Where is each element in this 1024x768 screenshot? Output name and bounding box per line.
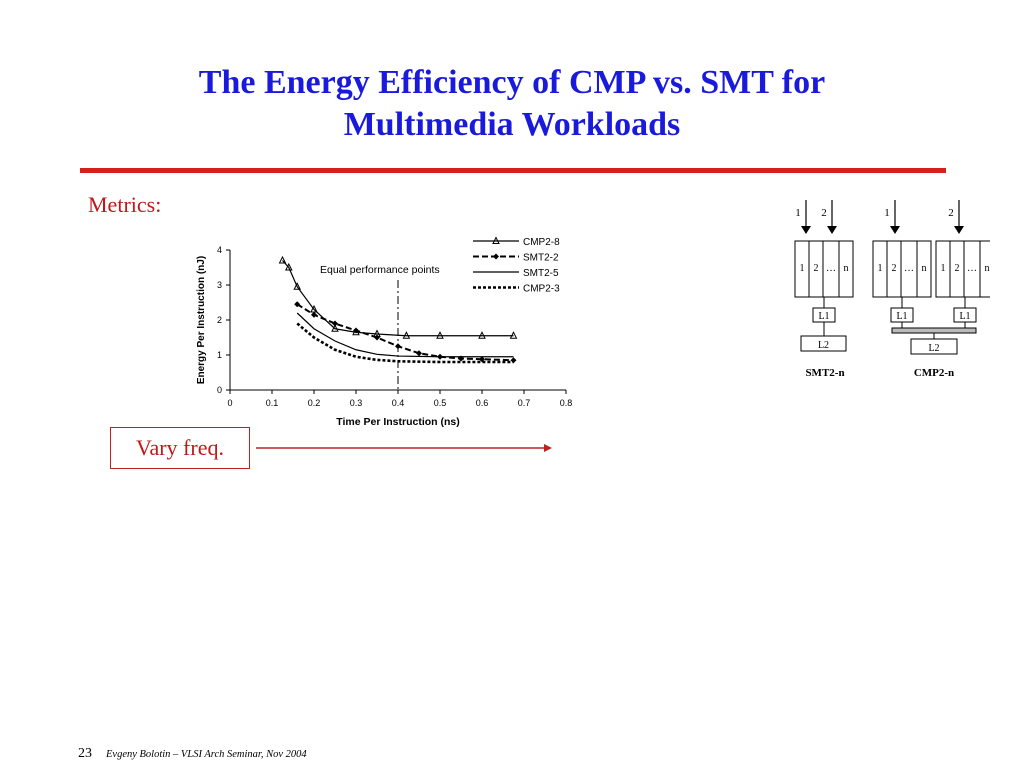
cmp-l1-cache-1-label: L1 [896,311,907,322]
series-point [479,356,485,363]
smt-pipeline-thread-label: n [844,263,849,274]
title-line-2: Multimedia Workloads [343,106,681,143]
series-point [402,331,411,339]
y-tick-label: 0 [217,385,222,395]
cmp-pipeline-2-thread-label: 1 [941,263,946,274]
smt-l1-cache-label: L1 [818,311,829,322]
cmp-pipeline-2 [935,240,990,298]
x-tick-label: 0.4 [392,398,405,408]
vary-freq-arrow [256,444,552,452]
smt-pipeline-thread-label: … [826,263,836,274]
cmp-input-1-arrow-head [890,226,900,234]
smt-input-1-arrow-label: 1 [795,207,801,219]
smt-pipeline [794,240,854,298]
equal-performance-label: Equal performance points [320,264,440,276]
series-point [374,334,380,341]
y-tick-label: 3 [217,280,222,290]
smt-pipeline-thread-label: 2 [814,263,819,274]
x-axis-title: Time Per Instruction (ns) [336,416,460,428]
legend-marker [492,236,500,244]
series-point [293,282,302,290]
x-tick-label: 0.6 [476,398,489,408]
series-point [416,350,422,357]
smt-pipeline-thread-label: 1 [800,263,805,274]
series-line-3 [296,322,514,364]
cmp-pipeline-1-thread-label: 1 [878,263,883,274]
x-tick-label: 0.5 [434,398,447,408]
series-point [509,331,518,339]
smt-input-2-arrow-head [827,226,837,234]
series-point [436,331,444,339]
series-point [294,301,301,308]
cmp-input-1-arrow-label: 1 [884,207,890,219]
y-tick-label: 2 [217,315,222,325]
title-line-1: The Energy Efficiency of CMP vs. SMT for [198,64,826,101]
cmp-pipeline-2-thread-label: 2 [955,263,960,274]
cmp-pipeline-1 [872,240,932,298]
slide-title: The Energy Efficiency of CMP vs. SMT for… [0,62,1024,146]
smt-l2-cache-label: L2 [818,340,829,351]
series-line-1 [296,303,514,362]
legend-label: SMT2-5 [523,268,559,279]
legend-label: CMP2-3 [523,284,560,295]
series-point [395,343,401,350]
legend-marker [493,253,499,260]
series-point [284,262,293,271]
x-tick-label: 0 [227,398,232,408]
footer-text: Evgeny Bolotin – VLSI Arch Seminar, Nov … [106,749,307,760]
x-tick-label: 0.8 [560,398,573,408]
cmp-l2-cache-label: L2 [928,343,939,354]
cmp-input-2-arrow-label: 2 [948,207,954,219]
x-tick-label: 0.1 [266,398,279,408]
series-point [311,311,317,318]
series-line-2 [296,312,514,358]
energy-chart: 0 0.1 0.2 0.3 0.4 0.5 0.6 0.7 0.8 0 1 2 3 4 Time Per I… [196,236,573,428]
cmp-pipeline-1-thread-label: 2 [892,263,897,274]
smt-l2-cache [800,335,847,352]
metrics-label: Metrics: [88,192,162,217]
y-tick-label: 1 [217,350,222,360]
cmp-shared-bus [891,327,977,334]
cmp-pipeline-1-thread-label: n [922,263,927,274]
series-point [278,255,287,264]
x-tick-label: 0.2 [308,398,321,408]
cmp-l2-cache [910,338,958,355]
smt-input-1-arrow-head [801,226,811,234]
series-point [332,320,338,327]
series-point [353,327,359,334]
y-tick-label: 4 [217,245,222,255]
smt-caption: SMT2-n [805,367,844,379]
title-divider [80,168,946,173]
cmp-pipeline-2-thread-label: n [985,263,990,274]
cmp-input-2-arrow-head [954,226,964,234]
page-number: 23 [78,746,92,761]
cmp-l1-cache-2-label: L1 [959,311,970,322]
series-point [331,324,339,332]
footer: 23 Evgeny Bolotin – VLSI Arch Seminar, N… [78,744,307,762]
cmp-caption: CMP2-n [914,367,954,379]
smt-input-2-arrow-label: 2 [821,207,827,219]
x-tick-label: 0.3 [350,398,363,408]
cmp-pipeline-1-thread-label: … [904,263,914,274]
series-point [478,331,486,339]
x-tick-label: 0.7 [518,398,531,408]
legend-label: CMP2-8 [523,237,560,248]
y-axis-title: Energy Per Instruction (nJ) [196,256,207,384]
legend-label: SMT2-2 [523,253,559,264]
cmp-pipeline-2-thread-label: … [967,263,977,274]
series-point [510,357,517,364]
vary-freq-box: Vary freq. [110,427,250,469]
